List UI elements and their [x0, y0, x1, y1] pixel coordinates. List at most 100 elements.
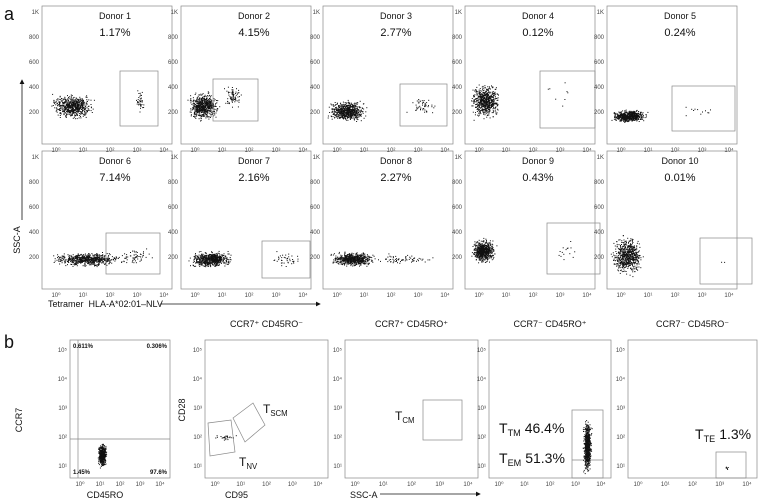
- dot: [350, 113, 352, 115]
- dot: [54, 107, 56, 109]
- dot: [62, 258, 64, 260]
- x-tick-label: 10⁰: [51, 292, 61, 299]
- dot: [63, 255, 65, 257]
- dot: [107, 256, 109, 258]
- dot: [81, 109, 82, 110]
- dot: [224, 262, 226, 264]
- dot: [347, 113, 349, 115]
- dot: [492, 101, 494, 103]
- dot: [354, 102, 356, 104]
- dot: [131, 261, 133, 263]
- dot: [343, 112, 345, 114]
- dot: [75, 111, 77, 113]
- dot: [476, 110, 478, 112]
- dot: [72, 112, 74, 114]
- dot: [494, 109, 496, 111]
- dot: [215, 255, 217, 257]
- dot: [412, 102, 414, 104]
- dot: [229, 97, 231, 99]
- dot: [427, 106, 429, 108]
- dot: [479, 90, 481, 92]
- dot: [643, 120, 645, 122]
- dot: [209, 98, 210, 99]
- dot: [209, 94, 210, 96]
- dot: [83, 259, 84, 261]
- dot: [474, 90, 476, 92]
- dot: [62, 110, 64, 112]
- dot: [356, 113, 358, 115]
- dot: [347, 108, 349, 110]
- dot: [75, 264, 77, 265]
- dot: [202, 253, 204, 255]
- dot: [487, 106, 488, 108]
- dot: [107, 260, 109, 262]
- dot: [484, 92, 486, 94]
- dot: [135, 256, 137, 258]
- dot: [202, 265, 204, 267]
- dot: [495, 93, 497, 95]
- dot: [72, 257, 74, 259]
- dot: [208, 105, 210, 107]
- dot: [94, 257, 96, 259]
- dot: [205, 265, 207, 267]
- dot: [634, 113, 636, 115]
- dot: [196, 259, 198, 261]
- dot: [200, 255, 202, 257]
- dot: [338, 113, 340, 115]
- dot: [114, 260, 116, 262]
- dot: [199, 101, 201, 103]
- dot: [79, 262, 81, 263]
- dot: [426, 102, 428, 104]
- dot: [209, 103, 211, 105]
- percent: 2.16%: [238, 172, 269, 184]
- dot: [333, 105, 335, 107]
- dot: [483, 118, 485, 120]
- dot: [622, 114, 624, 116]
- dot: [94, 259, 96, 261]
- dot: [202, 259, 204, 261]
- dot: [240, 94, 242, 96]
- dot: [85, 254, 87, 256]
- dot: [206, 104, 208, 106]
- dot: [332, 116, 334, 118]
- dot: [351, 112, 353, 114]
- dot: [356, 113, 358, 115]
- dot: [337, 256, 339, 258]
- dot: [335, 107, 337, 109]
- dot: [74, 260, 76, 262]
- dot: [209, 101, 211, 103]
- dot: [486, 102, 488, 104]
- dot: [481, 105, 483, 107]
- dot: [84, 265, 86, 267]
- dot: [209, 260, 211, 262]
- dot: [493, 107, 494, 109]
- dot: [428, 99, 430, 101]
- dot: [327, 115, 329, 117]
- dot: [355, 110, 357, 112]
- dot: [288, 253, 290, 255]
- dot: [69, 102, 71, 104]
- dot: [114, 257, 116, 259]
- dot: [104, 262, 106, 264]
- dot: [205, 99, 207, 101]
- dot: [197, 110, 199, 111]
- dot: [343, 110, 345, 112]
- dot: [101, 262, 103, 264]
- dot: [73, 112, 75, 114]
- dot: [84, 113, 86, 115]
- dot: [77, 255, 78, 257]
- y-tick-label: 800: [29, 180, 40, 186]
- dot: [293, 262, 295, 264]
- dot: [94, 260, 96, 262]
- dot: [481, 109, 483, 111]
- dot: [88, 109, 90, 111]
- dot: [84, 257, 86, 259]
- dot: [360, 115, 362, 117]
- dot: [339, 116, 341, 118]
- dot: [63, 106, 65, 108]
- dot: [623, 118, 625, 120]
- dot: [56, 259, 58, 261]
- dot: [142, 252, 144, 254]
- dot: [342, 114, 344, 116]
